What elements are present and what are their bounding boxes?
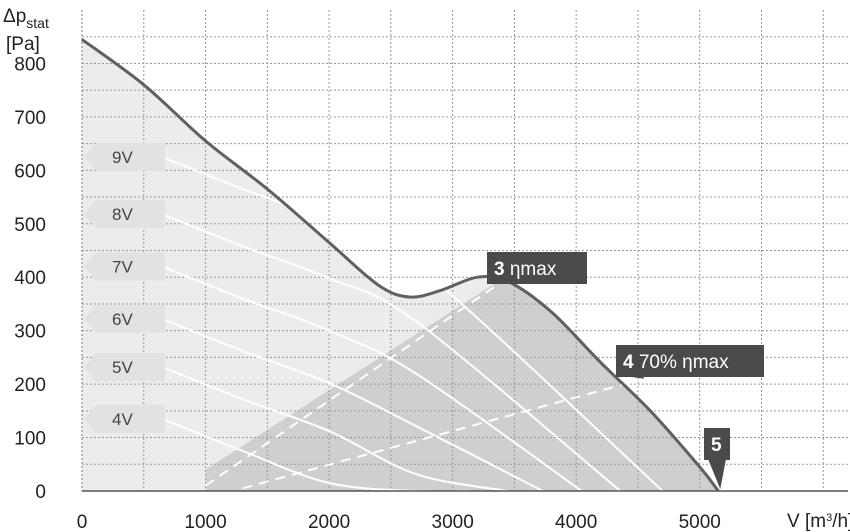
callout-number: 4 <box>623 352 634 373</box>
voltage-labels: 9V 8V 7V 6V 5V 4V <box>84 142 165 433</box>
y-tick-label: 300 <box>14 322 46 343</box>
callouts: 3 ηmax 4 70% ηmax 5 <box>487 252 764 489</box>
y-tick-label: 0 <box>35 482 46 503</box>
speed-curve <box>161 265 583 492</box>
svg-text:V [m3/h]: V [m3/h] <box>787 511 850 532</box>
eta-70-line <box>242 377 645 490</box>
x-tick-label: 4000 <box>555 512 597 532</box>
x-tick-label: 0 <box>77 512 88 532</box>
callout-pointer <box>496 279 514 283</box>
y-axis-unit: [Pa] <box>6 34 40 55</box>
callout-number: 3 <box>494 259 505 280</box>
voltage-label: 4V <box>112 410 133 429</box>
svg-text:Δpstat: Δpstat <box>3 6 49 31</box>
x-tick-label: 3000 <box>432 512 474 532</box>
x-axis-prefix: V [m <box>787 511 826 532</box>
grid-lines <box>82 10 848 491</box>
speed-curve <box>161 366 508 492</box>
eta-max-line <box>204 276 509 487</box>
callout-box <box>616 345 764 377</box>
callout-text: ηmax <box>505 259 557 280</box>
y-axis-subscript: stat <box>26 15 49 31</box>
y-tick-label: 100 <box>14 429 46 450</box>
callout-number: 5 <box>711 435 722 456</box>
y-tick-label: 400 <box>14 268 46 289</box>
voltage-tag <box>84 142 165 171</box>
y-axis-title: Δpstat [Pa] <box>3 6 49 55</box>
callout-label: 5 <box>711 435 722 456</box>
voltage-tag <box>84 252 165 281</box>
voltage-label: 8V <box>112 205 133 224</box>
voltage-tag <box>84 353 165 382</box>
y-tick-label: 600 <box>14 161 46 182</box>
x-axis-suffix: /h] <box>832 511 850 532</box>
x-axis-sup: 3 <box>826 512 832 524</box>
x-tick-label: 1000 <box>184 512 226 532</box>
callout-label: 4 70% ηmax <box>623 352 729 373</box>
y-axis-symbol: Δp <box>3 6 26 27</box>
y-tick-label: 800 <box>14 54 46 75</box>
axes: 0 1000 2000 3000 4000 50008007006005004003002… <box>14 10 848 532</box>
x-axis-title: V [m3/h] <box>787 511 850 532</box>
x-tick-label: 5000 <box>679 512 721 532</box>
y-tick-label: 700 <box>14 108 46 129</box>
voltage-label: 9V <box>112 148 133 167</box>
speed-curve <box>161 317 544 492</box>
max-curve-layer <box>81 38 720 492</box>
voltage-label: 6V <box>112 310 133 329</box>
voltage-tag <box>84 404 165 433</box>
x-tick-label: 2000 <box>308 512 350 532</box>
y-tick-label: 200 <box>14 375 46 396</box>
callout-label: 3 ηmax <box>494 259 557 280</box>
callout-text: 70% ηmax <box>634 352 730 373</box>
speed-curve <box>161 417 470 492</box>
voltage-tag <box>84 304 165 333</box>
y-tick-label: 500 <box>14 215 46 236</box>
callout-pointer <box>708 459 726 489</box>
callout-pointer <box>625 376 645 379</box>
callout-box <box>487 252 587 284</box>
operating-regions <box>82 39 719 492</box>
voltage-label: 7V <box>112 258 133 277</box>
voltage-tag <box>84 200 165 229</box>
voltage-label: 5V <box>112 358 133 377</box>
callout-box <box>704 428 730 460</box>
max-curve <box>81 38 720 492</box>
